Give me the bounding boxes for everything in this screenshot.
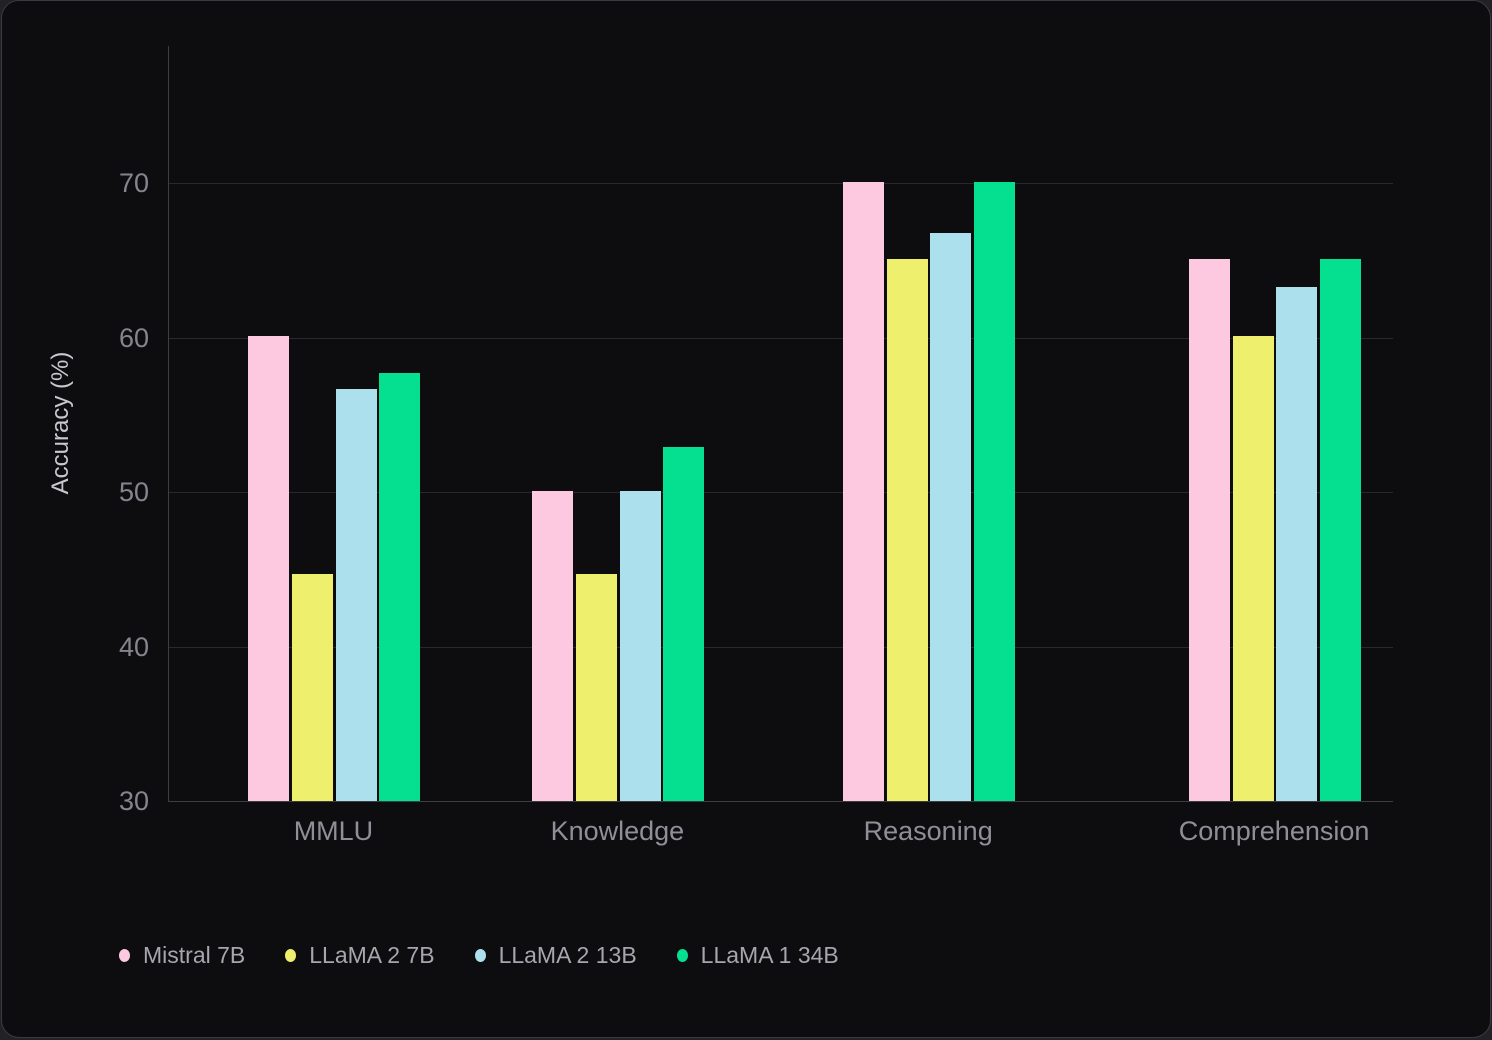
bar-llama-2-7b-mmlu[interactable]	[292, 574, 334, 801]
y-tick-label-40: 40	[118, 631, 149, 662]
legend-item-llama-2-13b[interactable]: LLaMA 2 13B	[474, 942, 637, 969]
legend-label: Mistral 7B	[143, 942, 246, 968]
bar-llama-2-13b-comprehension[interactable]	[1276, 286, 1318, 801]
y-tick-label-70: 70	[118, 168, 149, 199]
bar-mistral-7b-mmlu[interactable]	[248, 336, 290, 801]
bar-llama-1-34b-mmlu[interactable]	[379, 373, 421, 801]
bar-mistral-7b-comprehension[interactable]	[1189, 259, 1231, 801]
legend-dot-icon	[119, 949, 130, 962]
x-category-label-reasoning: Reasoning	[863, 816, 993, 846]
legend-label: LLaMA 1 34B	[700, 942, 839, 968]
gridline-60	[169, 337, 1393, 339]
gridline-70	[169, 183, 1393, 185]
bar-group-knowledge	[532, 447, 705, 801]
y-tick-label-60: 60	[118, 322, 149, 353]
plot-area	[168, 46, 1393, 802]
bar-llama-2-13b-knowledge[interactable]	[619, 490, 661, 801]
bar-llama-2-7b-comprehension[interactable]	[1232, 336, 1274, 801]
x-category-label-mmlu: MMLU	[293, 816, 374, 846]
legend-item-mistral-7b[interactable]: Mistral 7B	[119, 942, 245, 969]
bar-llama-1-34b-comprehension[interactable]	[1319, 259, 1361, 801]
bar-llama-2-7b-knowledge[interactable]	[575, 574, 617, 801]
legend-label: LLaMA 2 7B	[309, 942, 435, 968]
legend-item-llama-1-34b[interactable]: LLaMA 1 34B	[676, 942, 839, 969]
x-category-label-comprehension: Comprehension	[1178, 816, 1370, 846]
legend-dot-icon	[676, 949, 688, 962]
legend: Mistral 7B LLaMA 2 7B LLaMA 2 13B LLaMA 1 3…	[119, 942, 839, 969]
bar-llama-2-7b-reasoning[interactable]	[886, 259, 928, 801]
gridline-40	[169, 646, 1393, 648]
legend-item-llama-2-7b[interactable]: LLaMA 2 7B	[285, 942, 435, 969]
bar-mistral-7b-reasoning[interactable]	[843, 181, 885, 801]
bar-group-mmlu	[248, 336, 421, 801]
bar-group-comprehension	[1189, 259, 1361, 801]
bar-llama-2-13b-mmlu[interactable]	[335, 388, 377, 801]
bar-group-reasoning	[843, 181, 1015, 801]
bar-llama-2-13b-reasoning[interactable]	[930, 232, 972, 801]
x-category-label-knowledge: Knowledge	[550, 816, 685, 846]
legend-label: LLaMA 2 13B	[498, 942, 637, 968]
y-tick-label-30: 30	[118, 786, 149, 816]
legend-dot-icon	[285, 949, 297, 962]
gridline-50	[169, 492, 1393, 494]
y-axis-title: Accuracy (%)	[47, 351, 74, 495]
bar-llama-1-34b-reasoning[interactable]	[973, 181, 1015, 801]
bar-mistral-7b-knowledge[interactable]	[532, 490, 574, 801]
legend-dot-icon	[474, 949, 486, 962]
bar-llama-1-34b-knowledge[interactable]	[663, 447, 705, 801]
y-tick-label-50: 50	[118, 477, 149, 508]
